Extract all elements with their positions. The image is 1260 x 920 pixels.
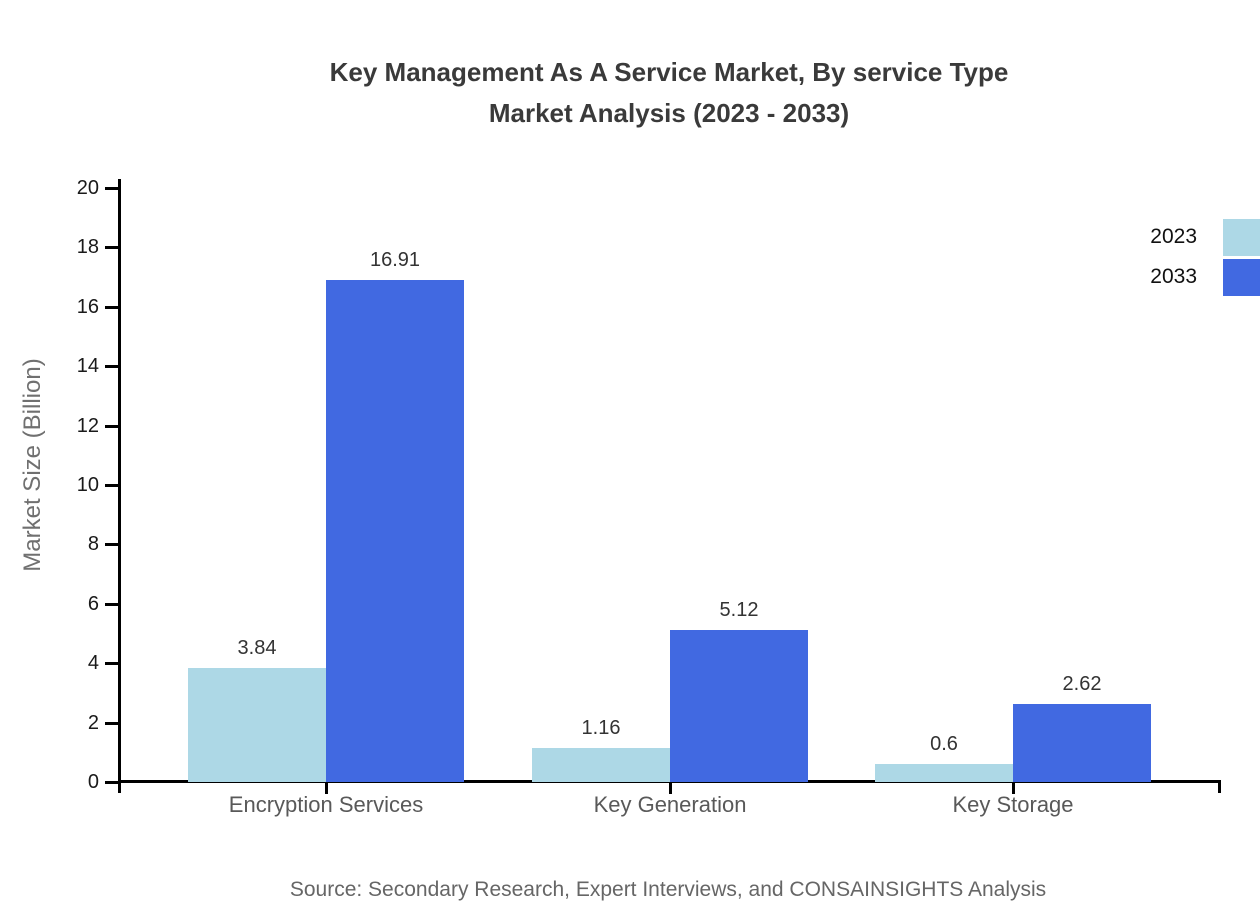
bar-2033-1: [670, 629, 808, 782]
x-axis-end-tick: [1218, 783, 1221, 793]
bar-value-label: 0.6: [930, 733, 958, 756]
y-tick-label: 12: [76, 415, 99, 437]
y-tick: [105, 543, 118, 546]
bar-value-label: 5.12: [719, 598, 759, 621]
bar-value-label: 16.91: [369, 248, 421, 271]
category-label: Key Generation: [593, 792, 747, 817]
legend-swatch-2033: [1223, 259, 1260, 296]
y-tick-label: 2: [87, 712, 99, 734]
chart-title: Key Management As A Service Market, By s…: [69, 52, 1260, 134]
chart-title-line1: Key Management As A Service Market, By s…: [329, 57, 1009, 87]
legend-swatch-2023: [1223, 219, 1260, 256]
y-tick-label: 10: [76, 474, 99, 496]
bar-2033-0: [326, 279, 464, 782]
y-tick-label: 4: [87, 652, 99, 674]
bar-2023-1: [532, 747, 670, 782]
y-tick: [105, 306, 118, 309]
bar-value-label: 1.16: [581, 716, 621, 739]
x-tick: [325, 783, 328, 794]
y-tick: [105, 187, 118, 190]
y-tick: [105, 781, 118, 784]
y-tick: [105, 365, 118, 368]
y-tick-label: 14: [76, 355, 99, 377]
category-label: Key Storage: [952, 792, 1074, 817]
x-tick: [1012, 783, 1015, 794]
bar-2023-0: [188, 667, 326, 782]
chart-title-line2: Market Analysis (2023 - 2033): [488, 98, 850, 128]
bar-value-label: 3.84: [237, 636, 277, 659]
y-tick-label: 18: [76, 236, 99, 258]
y-tick: [105, 425, 118, 428]
category-label: Encryption Services: [228, 792, 424, 817]
y-tick: [105, 246, 118, 249]
bar-value-label: 2.62: [1062, 673, 1102, 696]
x-tick: [669, 783, 672, 794]
y-tick-label: 0: [87, 771, 99, 793]
source-note: Source: Secondary Research, Expert Inter…: [289, 878, 1047, 901]
y-axis-line: [118, 179, 121, 793]
y-tick: [105, 603, 118, 606]
y-tick-label: 8: [87, 533, 99, 555]
legend-label-2033: 2033: [1150, 265, 1197, 288]
y-tick-label: 16: [76, 296, 99, 318]
y-tick: [105, 722, 118, 725]
y-tick-label: 6: [87, 593, 99, 615]
y-tick: [105, 484, 118, 487]
y-tick-label: 20: [76, 177, 99, 199]
y-tick: [105, 662, 118, 665]
bar-2023-2: [875, 764, 1013, 782]
bar-2033-2: [1013, 704, 1151, 782]
legend-label-2023: 2023: [1150, 225, 1197, 248]
